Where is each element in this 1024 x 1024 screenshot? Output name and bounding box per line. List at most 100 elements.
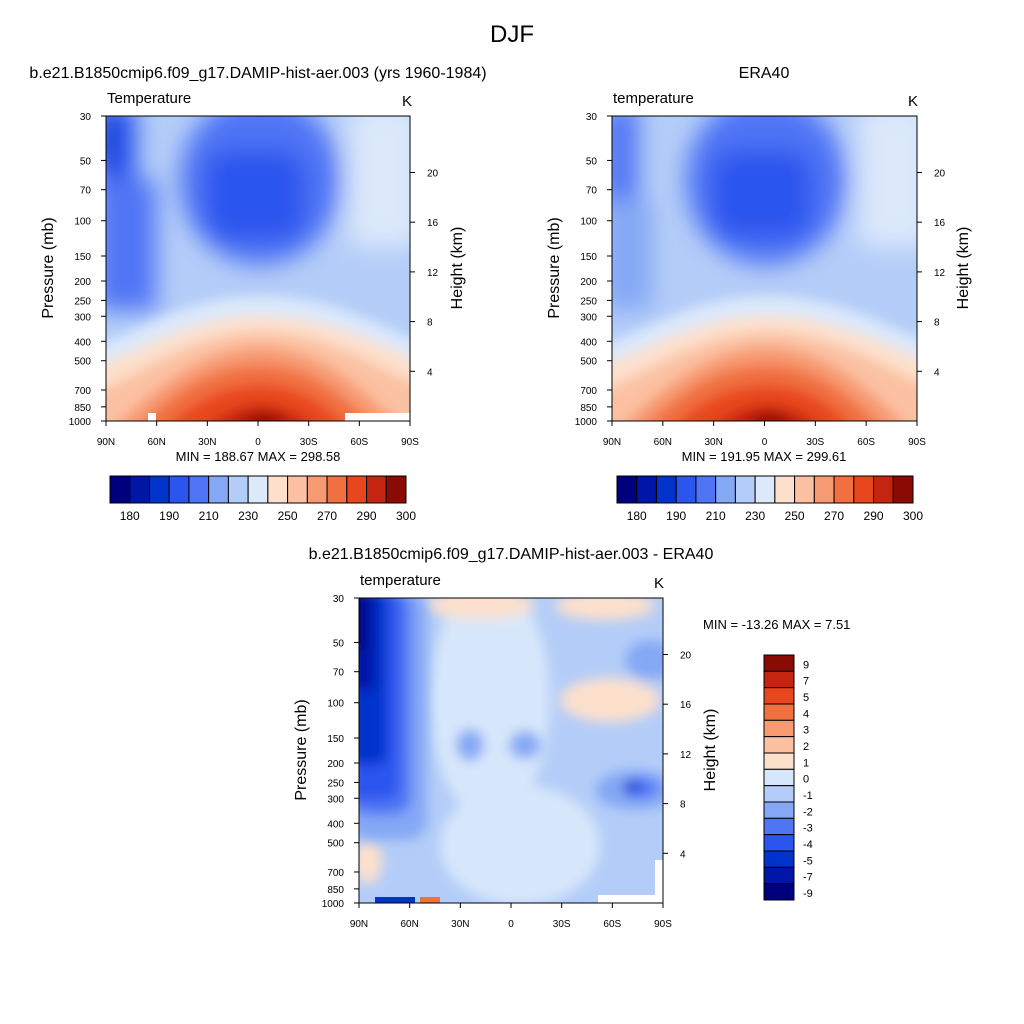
colorbar-box bbox=[385, 475, 407, 504]
colorbar-label: 4 bbox=[803, 708, 809, 720]
field-lobe-north-mid bbox=[106, 180, 156, 310]
colorbar-label: 290 bbox=[864, 509, 884, 523]
field-lobe-tropopause-core bbox=[205, 150, 305, 240]
colorbar-box bbox=[763, 801, 795, 819]
colorbar-box bbox=[227, 475, 249, 504]
diff-colorbar: 9 7 5 4 3 2 1 0 -1 -2 -3 -4 -5 -7 -9 bbox=[763, 654, 813, 901]
colorbar-label: 230 bbox=[745, 509, 765, 523]
pressure-tick-label: 30 bbox=[80, 112, 92, 123]
height-tick-label: 12 bbox=[427, 268, 439, 279]
colorbar-box bbox=[763, 768, 795, 787]
field-lobe-polar-north-core bbox=[106, 116, 114, 166]
colorbar-label: 300 bbox=[903, 509, 923, 523]
field-surface-cold bbox=[375, 897, 415, 903]
pressure-tick-label: 70 bbox=[80, 186, 92, 197]
field-lobe-south-high bbox=[350, 116, 410, 246]
lat-tick-label: 60S bbox=[603, 919, 621, 930]
height-tick-label: 20 bbox=[680, 650, 692, 661]
pressure-tick-label: 850 bbox=[580, 403, 597, 414]
colorbar-box bbox=[763, 866, 795, 885]
model-units: K bbox=[402, 93, 412, 110]
obs-units: K bbox=[908, 93, 918, 110]
obs-left-axis: 30 50 70 100 150 200 250 300 400 500 700 850 1000 bbox=[575, 112, 612, 428]
colorbar-label: -9 bbox=[803, 888, 813, 900]
colorbar-box bbox=[853, 475, 875, 504]
diff-ylabel-right: Height (km) bbox=[702, 709, 719, 792]
obs-ylabel-right: Height (km) bbox=[955, 227, 972, 310]
colorbar-box bbox=[695, 475, 717, 504]
obs-colorbar: 180 190 210 230 250 270 290 300 bbox=[616, 475, 923, 523]
model-subtitle: Temperature bbox=[107, 90, 191, 107]
pressure-tick-label: 250 bbox=[327, 778, 344, 789]
colorbar-box bbox=[763, 817, 795, 836]
field-zero-band-tropics bbox=[430, 598, 550, 820]
field-polar-6 bbox=[359, 598, 365, 650]
colorbar-label: 290 bbox=[357, 509, 377, 523]
colorbar-label: 1 bbox=[803, 757, 809, 769]
pressure-tick-label: 70 bbox=[333, 668, 345, 679]
colorbar-box bbox=[763, 785, 795, 803]
field-warm-upper-center bbox=[425, 598, 535, 619]
colorbar-box bbox=[892, 475, 914, 504]
diff-panel: b.e21.B1850cmip6.f09_g17.DAMIP-hist-aer.… bbox=[293, 546, 850, 930]
colorbar-box bbox=[774, 475, 796, 504]
colorbar-box bbox=[813, 475, 835, 504]
pressure-tick-label: 150 bbox=[580, 252, 597, 263]
field-cold-south-center bbox=[624, 781, 640, 793]
obs-bottom-axis: 90N 60N 30N 0 30S 60S 90S bbox=[603, 421, 926, 448]
diff-contour-field bbox=[359, 598, 663, 903]
pressure-tick-label: 400 bbox=[580, 337, 597, 348]
pressure-tick-label: 400 bbox=[74, 337, 91, 348]
obs-subtitle: temperature bbox=[613, 90, 694, 107]
pressure-tick-label: 850 bbox=[327, 885, 344, 896]
pressure-tick-label: 150 bbox=[74, 252, 91, 263]
height-tick-label: 16 bbox=[934, 218, 946, 229]
colorbar-box bbox=[366, 475, 387, 504]
obs-ylabel: Pressure (mb) bbox=[546, 217, 563, 318]
colorbar-box bbox=[655, 475, 677, 504]
colorbar-box bbox=[754, 475, 776, 504]
colorbar-label: 2 bbox=[803, 741, 809, 753]
height-tick-label: 4 bbox=[427, 367, 433, 378]
colorbar-box bbox=[346, 475, 368, 504]
pressure-tick-label: 300 bbox=[580, 312, 597, 323]
colorbar-label: 230 bbox=[238, 509, 258, 523]
colorbar-box bbox=[306, 475, 328, 504]
pressure-tick-label: 100 bbox=[74, 217, 91, 228]
colorbar-box bbox=[734, 475, 756, 504]
lat-tick-label: 30N bbox=[451, 919, 469, 930]
colorbar-label: 5 bbox=[803, 692, 809, 704]
colorbar-box bbox=[763, 752, 795, 770]
colorbar-box bbox=[833, 475, 855, 504]
colorbar-label: 3 bbox=[803, 725, 809, 737]
lat-tick-label: 60N bbox=[147, 437, 165, 448]
field-band-6 bbox=[679, 385, 848, 421]
pressure-tick-label: 700 bbox=[580, 386, 597, 397]
colorbar-box bbox=[129, 475, 150, 504]
colorbar-label: 210 bbox=[199, 509, 219, 523]
colorbar-label: -3 bbox=[803, 823, 813, 835]
model-title: b.e21.B1850cmip6.f09_g17.DAMIP-hist-aer.… bbox=[29, 65, 486, 82]
pressure-tick-label: 100 bbox=[327, 699, 344, 710]
pressure-tick-label: 100 bbox=[580, 217, 597, 228]
colorbar-label: 9 bbox=[803, 659, 809, 671]
page-title: DJF bbox=[490, 21, 534, 48]
field-missing-south bbox=[345, 413, 410, 421]
pressure-tick-label: 1000 bbox=[575, 417, 598, 428]
colorbar-label: 190 bbox=[666, 509, 686, 523]
pressure-tick-label: 200 bbox=[580, 277, 597, 288]
colorbar-box bbox=[763, 736, 795, 754]
colorbar-label: 210 bbox=[706, 509, 726, 523]
colorbar-label: 180 bbox=[627, 509, 647, 523]
field-band-7 bbox=[215, 405, 308, 421]
lat-tick-label: 30N bbox=[198, 437, 216, 448]
field-missing-edge bbox=[655, 860, 663, 903]
colorbar-box bbox=[794, 475, 815, 504]
lat-tick-label: 0 bbox=[255, 437, 261, 448]
field-surface-warm bbox=[420, 897, 440, 903]
pressure-tick-label: 700 bbox=[74, 386, 91, 397]
diff-left-axis: 30 50 70 100 150 200 250 300 400 500 700 850 1000 bbox=[322, 594, 359, 910]
colorbar-label: 7 bbox=[803, 676, 809, 688]
obs-right-axis: 4 8 12 16 20 bbox=[917, 168, 946, 378]
field-lobe-tropopause-core bbox=[712, 150, 812, 238]
